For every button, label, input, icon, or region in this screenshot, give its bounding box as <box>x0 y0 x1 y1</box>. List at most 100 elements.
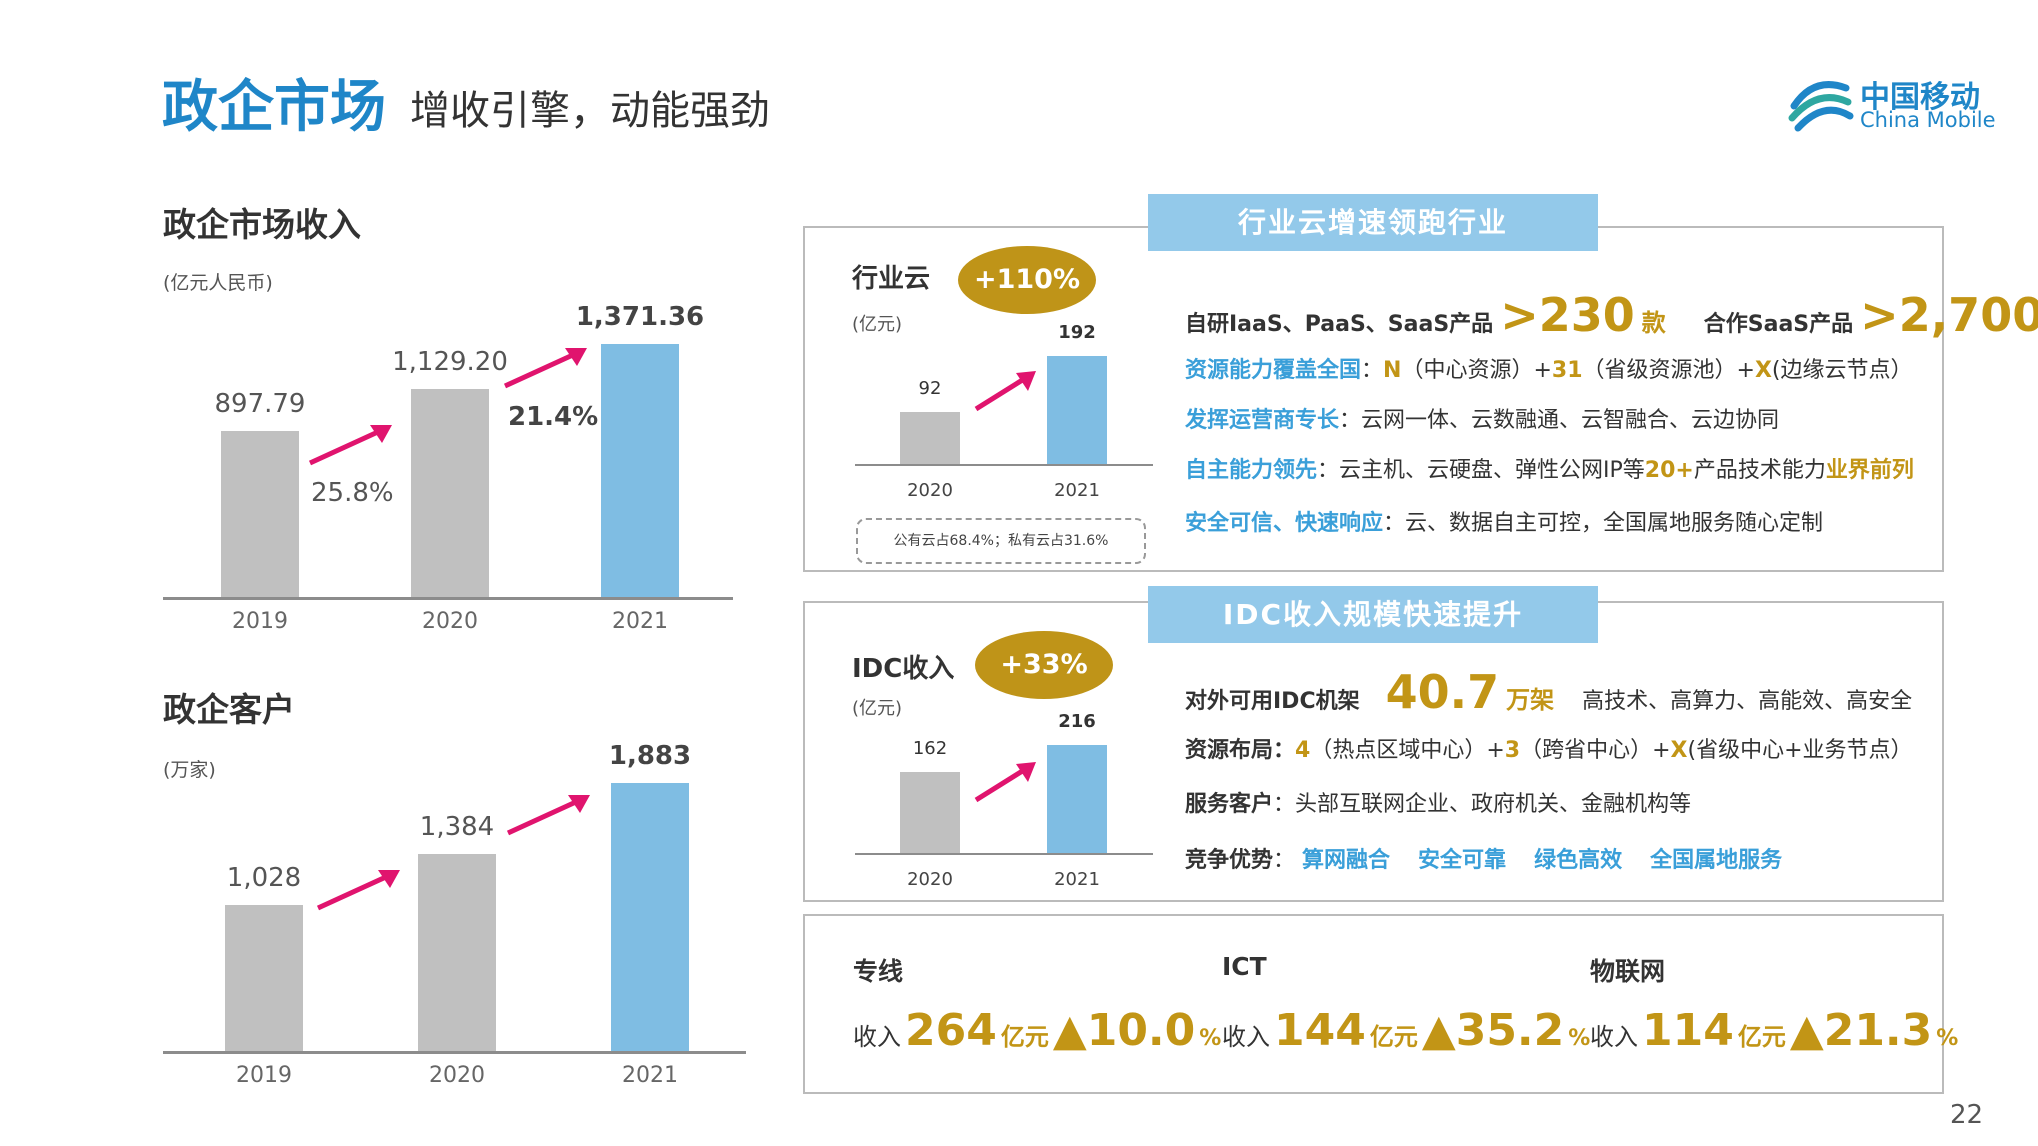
growth-percent: % <box>1199 1026 1222 1051</box>
revenue-unit: 亿元 <box>1369 1023 1418 1051</box>
bar-2019 <box>221 431 299 597</box>
idc-row-racks: 对外可用IDC机架 40.7 万架 高技术、高算力、高能效、高安全 <box>1185 665 1912 719</box>
growth-arrow-icon <box>974 762 1036 803</box>
cloud-row-number: >2,700 <box>1860 288 2038 342</box>
cloud-share-note: 公有云占68.4%；私有云占31.6% <box>856 518 1146 564</box>
customers-chart-unit: (万家) <box>163 759 216 781</box>
cloud-row-number: X <box>1754 358 1772 383</box>
cloud-row-text: ：云网一体、云数融通、云智融合、云边协同 <box>1339 408 1780 433</box>
bar-2021 <box>611 783 689 1051</box>
cloud-row-text: (边缘云节点） <box>1771 358 1913 383</box>
bar-2021 <box>1047 745 1107 853</box>
revenue-unit: 亿元 <box>1000 1023 1049 1051</box>
idc-row-number: 40.7 <box>1385 665 1500 719</box>
idc-chart-unit: (亿元) <box>852 698 903 719</box>
china-mobile-logo-icon <box>1788 81 1854 132</box>
cloud-row-number: 31 <box>1551 358 1583 383</box>
bar-value-label: 897.79 <box>214 389 306 420</box>
cloud-row-text: ：云、数据自主可控，全国属地服务随心定制 <box>1383 511 1824 536</box>
growth-value: ▲21.3 <box>1789 1005 1933 1056</box>
page-subtitle: 增收引擎，动能强劲 <box>410 88 770 134</box>
business-summary-panel <box>803 914 1944 1094</box>
revenue-chart-axis <box>163 597 733 600</box>
revenue-value: 144 <box>1274 1005 1366 1056</box>
growth-arrow-icon <box>974 371 1036 412</box>
page-title: 政企市场 <box>162 75 386 140</box>
bar-2020 <box>900 412 960 464</box>
x-tick-label: 2020 <box>422 609 478 634</box>
idc-advantage-item: 全国属地服务 <box>1650 848 1783 873</box>
cloud-row-security: 安全可信、快速响应：云、数据自主可控，全国属地服务随心定制 <box>1185 505 1823 537</box>
revenue-unit: 亿元 <box>1737 1023 1786 1051</box>
revenue-chart-title: 政企市场收入 <box>163 205 361 244</box>
revenue-growth-label: 21.4% <box>508 402 599 432</box>
bar-value-label: 162 <box>912 738 948 759</box>
industry-cloud-banner: 行业云增速领跑行业 <box>1148 194 1598 251</box>
cloud-row-text: （中心资源）+ <box>1401 358 1552 383</box>
idc-growth-badge: +33% <box>975 631 1113 699</box>
idc-row-number: 3 <box>1504 738 1521 763</box>
cloud-row-label: 自研IaaS、PaaS、SaaS产品 <box>1185 312 1494 337</box>
bar-2020 <box>900 772 960 853</box>
cloud-row-operator: 发挥运营商专长：云网一体、云数融通、云智融合、云边协同 <box>1185 402 1779 434</box>
cloud-row-label: 合作SaaS产品 <box>1703 312 1854 337</box>
idc-row-unit: 万架 <box>1506 686 1555 714</box>
idc-chart-axis <box>855 853 1153 855</box>
customers-chart-title: 政企客户 <box>163 690 295 729</box>
cloud-row-coverage: 资源能力覆盖全国：N（中心资源）+31（省级资源池）+X(边缘云节点） <box>1185 358 1913 383</box>
bar-value-label: 216 <box>1058 711 1096 732</box>
cloud-row-key: 发挥运营商专长 <box>1185 408 1340 433</box>
idc-advantage-item: 安全可靠 <box>1418 848 1507 873</box>
bar-2020 <box>418 854 496 1051</box>
cloud-chart-title: 行业云 <box>852 264 931 294</box>
x-tick-label: 2021 <box>612 609 668 634</box>
cloud-row-capability: 自主能力领先：云主机、云硬盘、弹性公网IP等20+产品技术能力业界前列 <box>1185 452 1914 484</box>
revenue-chart-unit: (亿元人民币) <box>163 272 273 294</box>
logo-text-cn: 中国移动 <box>1860 80 1980 115</box>
bar-value-label: 1,883 <box>608 741 692 771</box>
bar-2021 <box>1047 356 1107 464</box>
growth-value: ▲10.0 <box>1052 1005 1196 1056</box>
cloud-row-number: >230 <box>1500 288 1635 342</box>
business-name: 物联网 <box>1590 957 1666 986</box>
bar-value-label: 1,384 <box>419 812 495 843</box>
bar-2020 <box>411 388 489 597</box>
idc-row-customers: 服务客户：头部互联网企业、政府机关、金融机构等 <box>1185 786 1691 818</box>
cloud-row-number: N <box>1383 358 1402 383</box>
idc-row-text: ： <box>1273 848 1296 873</box>
business-revenue-row: 收入264 亿元▲10.0% <box>853 1005 1221 1056</box>
x-tick-label: 2020 <box>907 869 953 890</box>
idc-row-text: ：头部互联网企业、政府机关、金融机构等 <box>1273 792 1692 817</box>
idc-row-layout: 资源布局：4（热点区域中心）+3（跨省中心）+X(省级中心+业务节点） <box>1185 732 1913 764</box>
cloud-row-products: 自研IaaS、PaaS、SaaS产品 >230 款 合作SaaS产品 >2,70… <box>1185 288 2038 342</box>
bar-value-label: 1,371.36 <box>575 302 705 332</box>
cloud-chart-unit: (亿元) <box>852 314 903 335</box>
idc-row-text: （热点区域中心）+ <box>1310 738 1505 763</box>
idc-row-number: X <box>1670 738 1688 763</box>
logo-text-en: China Mobile <box>1860 108 1996 132</box>
x-tick-label: 2020 <box>429 1063 485 1088</box>
x-tick-label: 2020 <box>907 480 953 501</box>
cloud-row-number: 20+ <box>1644 458 1694 483</box>
growth-percent: % <box>1936 1026 1959 1051</box>
x-tick-label: 2021 <box>1054 480 1100 501</box>
cloud-row-key: 自主能力领先 <box>1185 458 1318 483</box>
revenue-value: 264 <box>905 1005 997 1056</box>
business-name: 专线 <box>853 957 904 986</box>
growth-arrow-icon <box>506 795 590 836</box>
cloud-row-text: （省级资源池）+ <box>1582 358 1755 383</box>
cloud-chart-axis <box>855 464 1153 466</box>
idc-row-text: (省级中心+业务节点） <box>1687 738 1913 763</box>
idc-advantage-item: 算网融合 <box>1302 848 1391 873</box>
cloud-row-unit: 款 <box>1641 309 1666 337</box>
bar-value-label: 1,129.20 <box>392 346 508 377</box>
business-revenue-row: 收入114 亿元▲21.3% <box>1590 1005 1958 1056</box>
x-tick-label: 2019 <box>236 1063 292 1088</box>
x-tick-label: 2021 <box>622 1063 678 1088</box>
bar-value-label: 192 <box>1058 322 1096 343</box>
x-tick-label: 2019 <box>232 609 288 634</box>
growth-arrow-icon <box>503 348 587 389</box>
business-revenue-row: 收入144 亿元▲35.2% <box>1222 1005 1590 1056</box>
idc-row-key: 竞争优势 <box>1185 848 1274 873</box>
cloud-growth-badge: +110% <box>958 246 1096 314</box>
